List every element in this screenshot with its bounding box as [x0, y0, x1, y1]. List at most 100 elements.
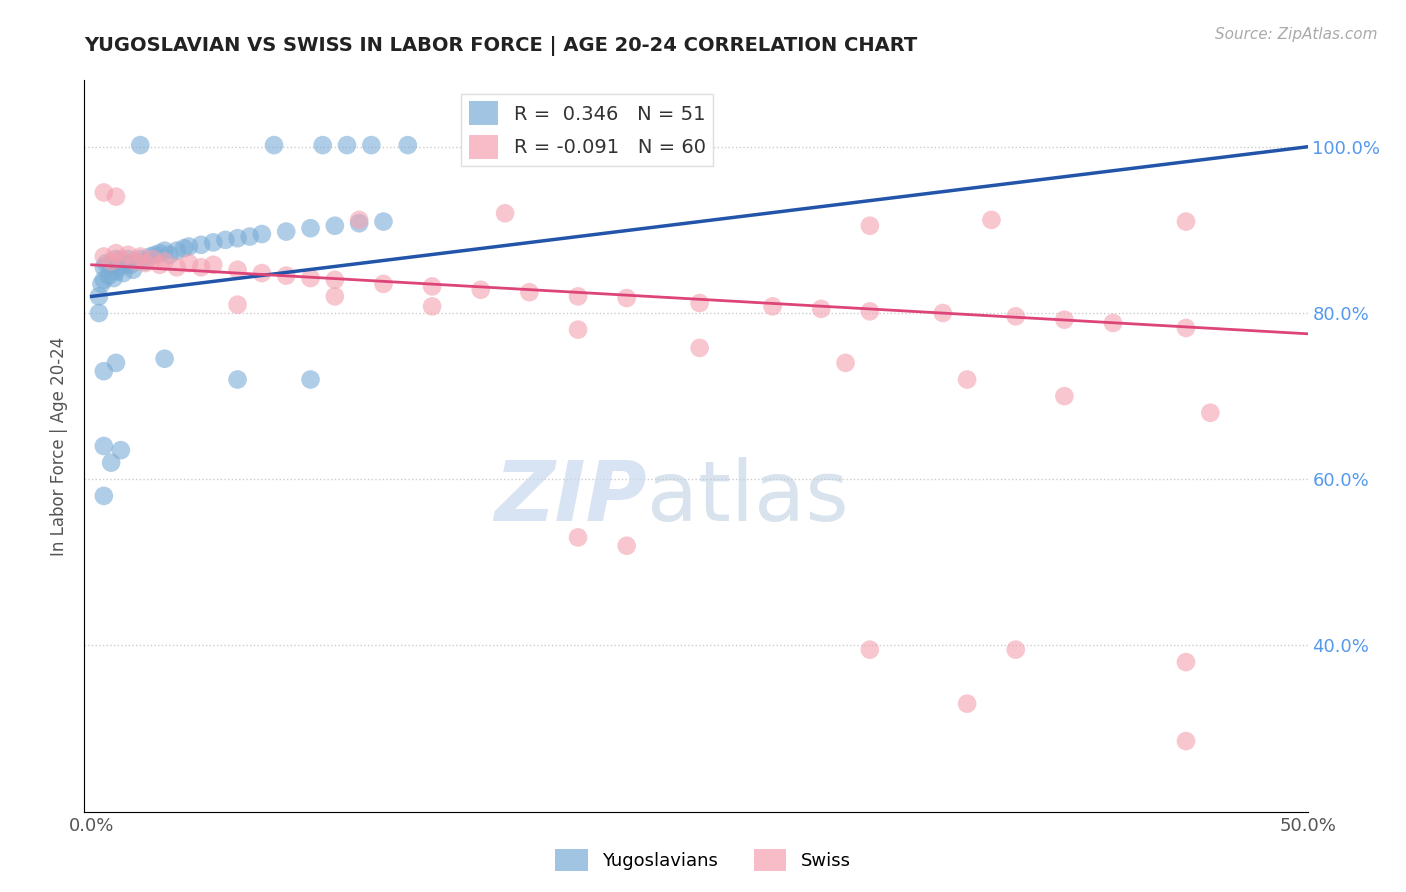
Text: atlas: atlas [647, 457, 849, 538]
Text: YUGOSLAVIAN VS SWISS IN LABOR FORCE | AGE 20-24 CORRELATION CHART: YUGOSLAVIAN VS SWISS IN LABOR FORCE | AG… [84, 36, 918, 55]
Point [1175, 734, 1198, 748]
Point [226, 262, 249, 277]
Point [859, 642, 882, 657]
Point [834, 356, 856, 370]
Point [166, 260, 188, 275]
Point [202, 258, 225, 272]
Point [567, 289, 589, 303]
Point [616, 539, 638, 553]
Point [166, 244, 188, 258]
Point [956, 697, 979, 711]
Point [177, 256, 200, 270]
Point [124, 254, 146, 268]
Point [117, 252, 139, 266]
Point [226, 231, 249, 245]
Point [396, 138, 419, 153]
Text: ZIP: ZIP [495, 457, 647, 538]
Point [956, 372, 979, 386]
Point [107, 260, 129, 275]
Point [1004, 310, 1026, 324]
Point [373, 214, 395, 228]
Point [149, 258, 172, 272]
Point [263, 138, 285, 153]
Point [1004, 642, 1026, 657]
Point [323, 273, 346, 287]
Point [810, 301, 832, 316]
Point [104, 246, 127, 260]
Point [190, 238, 212, 252]
Point [129, 138, 152, 153]
Text: Source: ZipAtlas.com: Source: ZipAtlas.com [1215, 27, 1378, 42]
Point [299, 372, 322, 386]
Point [689, 341, 711, 355]
Point [519, 285, 541, 300]
Point [373, 277, 395, 291]
Point [93, 186, 115, 200]
Point [149, 246, 172, 260]
Point [761, 299, 783, 313]
Point [93, 260, 115, 275]
Point [104, 356, 127, 370]
Point [100, 254, 122, 268]
Point [1175, 214, 1198, 228]
Point [103, 271, 125, 285]
Point [100, 456, 122, 470]
Point [159, 248, 181, 262]
Point [153, 244, 176, 258]
Point [360, 138, 382, 153]
Point [689, 296, 711, 310]
Point [120, 258, 142, 272]
Point [124, 254, 146, 268]
Point [239, 229, 262, 244]
Point [143, 248, 166, 262]
Point [299, 221, 322, 235]
Point [567, 530, 589, 544]
Point [134, 254, 156, 268]
Point [932, 306, 955, 320]
Y-axis label: In Labor Force | Age 20-24: In Labor Force | Age 20-24 [51, 336, 69, 556]
Point [226, 298, 249, 312]
Point [323, 289, 346, 303]
Point [190, 260, 212, 275]
Point [134, 256, 156, 270]
Point [336, 138, 359, 153]
Point [97, 268, 120, 283]
Point [110, 252, 132, 266]
Point [226, 372, 249, 386]
Point [347, 216, 370, 230]
Legend: Yugoslavians, Swiss: Yugoslavians, Swiss [548, 842, 858, 879]
Point [87, 306, 110, 320]
Point [1175, 655, 1198, 669]
Point [141, 252, 163, 266]
Point [859, 304, 882, 318]
Point [567, 323, 589, 337]
Point [104, 189, 127, 203]
Point [129, 252, 152, 266]
Point [347, 213, 370, 227]
Point [323, 219, 346, 233]
Point [1053, 312, 1076, 326]
Point [420, 299, 443, 313]
Point [122, 262, 145, 277]
Point [153, 351, 176, 366]
Point [859, 219, 882, 233]
Point [110, 443, 132, 458]
Point [153, 254, 176, 268]
Point [93, 489, 115, 503]
Point [104, 264, 127, 278]
Point [616, 291, 638, 305]
Point [494, 206, 516, 220]
Point [177, 239, 200, 253]
Point [104, 252, 127, 266]
Point [93, 439, 115, 453]
Point [87, 289, 110, 303]
Point [129, 250, 152, 264]
Point [90, 277, 112, 291]
Point [276, 225, 298, 239]
Point [117, 248, 139, 262]
Point [1102, 316, 1125, 330]
Point [276, 268, 298, 283]
Point [112, 266, 135, 280]
Point [173, 241, 195, 255]
Point [312, 138, 335, 153]
